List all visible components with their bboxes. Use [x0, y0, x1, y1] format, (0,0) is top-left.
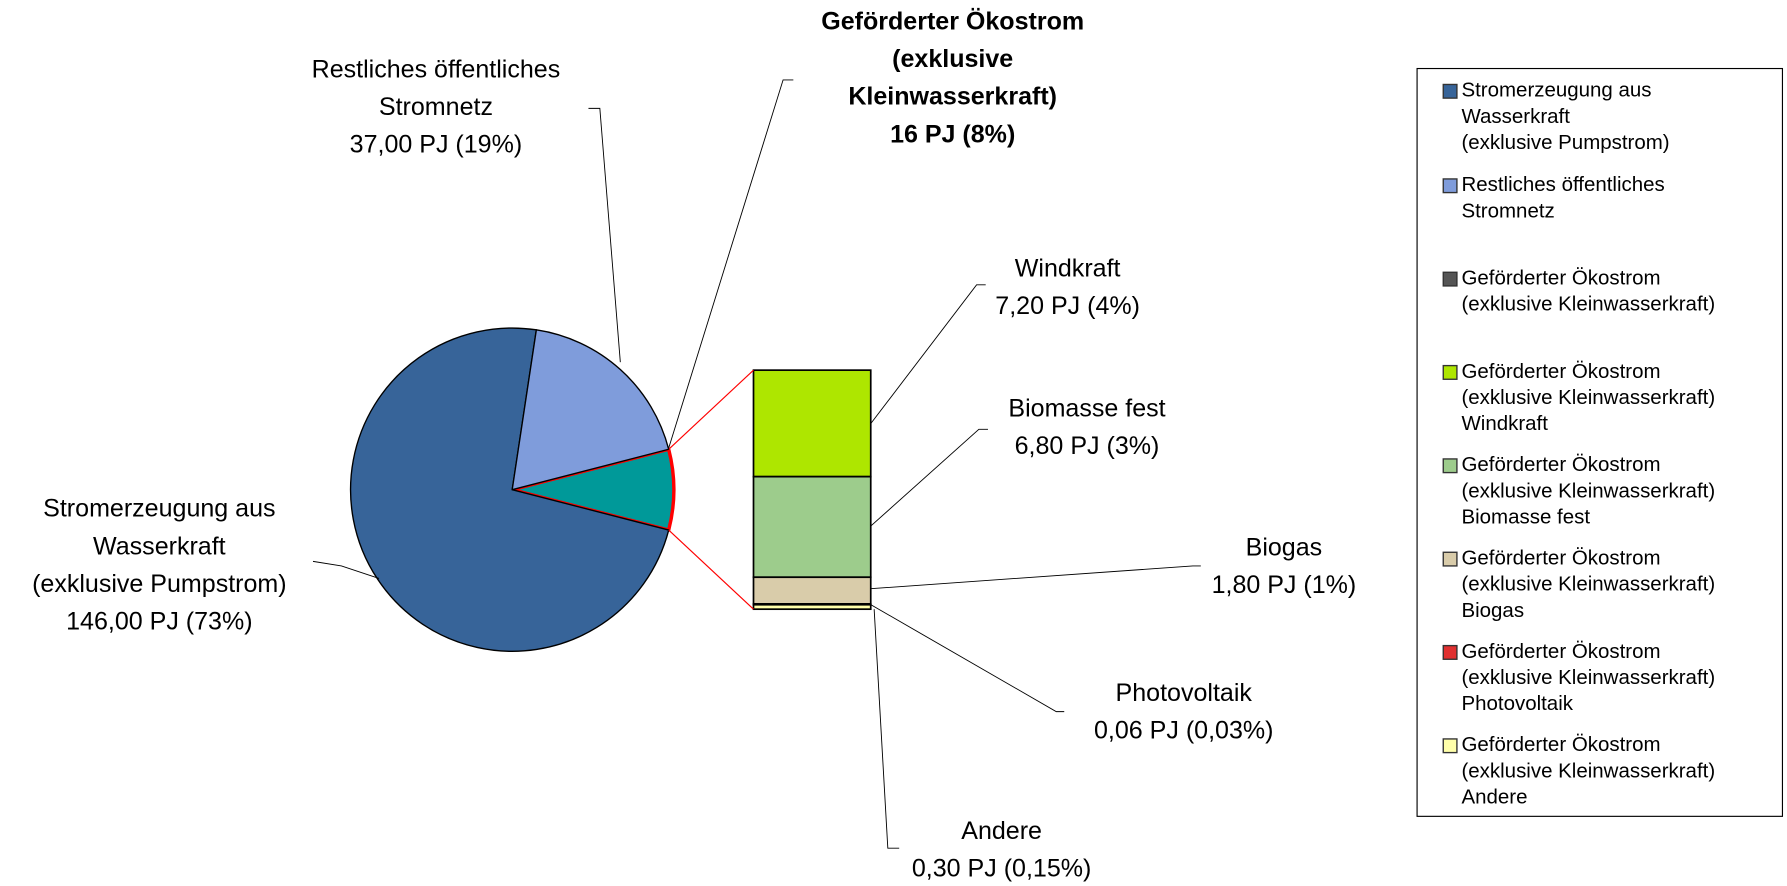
data-label: 1,80 PJ (1%) — [1212, 571, 1357, 599]
legend-label: (exklusive Kleinwasserkraft) — [1461, 759, 1715, 782]
bar-segment — [752, 576, 872, 605]
data-label: Kleinwasserkraft) — [848, 83, 1057, 111]
pie-slice — [511, 329, 670, 491]
leader-line — [588, 107, 621, 363]
leader-line — [870, 428, 988, 527]
legend-label: Geförderter Ökostrom — [1461, 360, 1660, 383]
data-label: Windkraft — [1015, 255, 1121, 283]
legend-swatch — [1442, 271, 1458, 287]
data-label: 16 PJ (8%) — [890, 120, 1015, 148]
leader-line — [873, 609, 900, 849]
legend-label: (exklusive Pumpstrom) — [1461, 131, 1669, 154]
data-label: Stromnetz — [379, 93, 493, 121]
legend-label: Geförderter Ökostrom — [1461, 733, 1660, 756]
legend-label: Geförderter Ökostrom — [1461, 547, 1660, 570]
legend-label: Photovoltaik — [1461, 692, 1573, 715]
legend-swatch — [1442, 83, 1458, 99]
legend-swatch — [1442, 458, 1458, 474]
data-label: Photovoltaik — [1116, 679, 1253, 707]
bar-segment — [752, 369, 872, 478]
legend-swatch — [1442, 178, 1458, 194]
legend-label: (exklusive Kleinwasserkraft) — [1461, 293, 1715, 316]
legend-label: Andere — [1461, 786, 1527, 809]
data-label: Andere — [961, 817, 1042, 845]
leader-line — [870, 604, 1065, 713]
bar-segment — [752, 603, 872, 611]
legend-label: Stromnetz — [1461, 199, 1554, 222]
bar-segment — [752, 475, 872, 579]
legend-label: Stromerzeugung aus — [1461, 79, 1651, 102]
pie-slice — [349, 327, 670, 652]
data-label: 37,00 PJ (19%) — [350, 131, 523, 159]
legend-label: Geförderter Ökostrom — [1461, 453, 1660, 476]
data-label: (exklusive Pumpstrom) — [32, 570, 287, 598]
legend-swatch — [1442, 551, 1458, 567]
legend-label: (exklusive Kleinwasserkraft) — [1461, 573, 1715, 596]
connector — [668, 369, 754, 450]
legend-box — [1416, 67, 1784, 817]
data-label: 7,20 PJ (4%) — [995, 292, 1140, 320]
legend-label: Biomasse fest — [1461, 506, 1590, 529]
legend-label: Wasserkraft — [1461, 105, 1570, 128]
legend-label: Geförderter Ökostrom — [1461, 640, 1660, 663]
connector — [668, 529, 754, 610]
data-label: 0,30 PJ (0,15%) — [912, 854, 1091, 882]
data-label: Biogas — [1246, 533, 1323, 561]
legend-label: Restliches öffentliches — [1461, 173, 1664, 196]
data-label: Wasserkraft — [93, 532, 226, 560]
legend-label: Geförderter Ökostrom — [1461, 267, 1660, 290]
legend-label: Biogas — [1461, 599, 1524, 622]
data-label: 0,06 PJ (0,03%) — [1094, 717, 1273, 745]
leader-line — [312, 560, 380, 579]
data-label: Restliches öffentliches — [312, 55, 561, 83]
data-label: Stromerzeugung aus — [43, 495, 275, 523]
leader-line — [870, 284, 986, 424]
data-label: Geförderter Ökostrom — [821, 7, 1084, 36]
legend-label: Windkraft — [1461, 412, 1548, 435]
legend-swatch — [1442, 364, 1458, 380]
legend-label: (exklusive Kleinwasserkraft) — [1461, 386, 1715, 409]
legend-swatch — [1442, 644, 1458, 660]
data-label: 6,80 PJ (3%) — [1015, 432, 1160, 460]
data-label: (exklusive — [892, 45, 1013, 73]
legend-swatch — [1442, 738, 1458, 754]
legend-label: (exklusive Kleinwasserkraft) — [1461, 666, 1715, 689]
data-label: 146,00 PJ (73%) — [66, 607, 252, 635]
leader-line — [667, 79, 794, 450]
leader-line — [870, 565, 1201, 590]
data-label: Biomasse fest — [1008, 395, 1165, 423]
legend-label: (exklusive Kleinwasserkraft) — [1461, 479, 1715, 502]
